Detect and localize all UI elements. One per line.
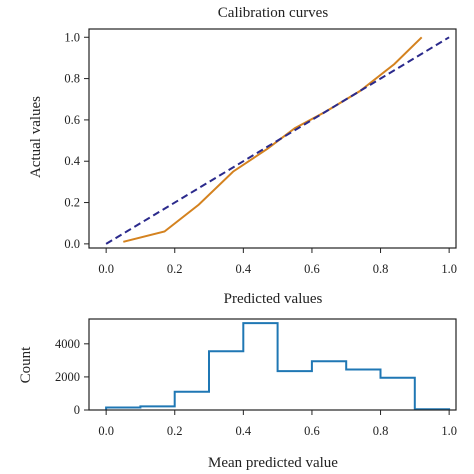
calibration-ytick-label: 0.2 [64, 196, 80, 210]
calibration-plot-frame [88, 28, 457, 249]
histogram-steps [105, 322, 451, 411]
histogram-xtick-label: 0.6 [304, 424, 320, 438]
calibration-xtick-label: 0.2 [167, 262, 183, 276]
perfect-calibration-line [105, 36, 450, 245]
histogram-ylabel: Count [18, 346, 34, 384]
calibration-xtick-label: 1.0 [441, 262, 457, 276]
calibration-xtick-label: 0.4 [236, 262, 252, 276]
histogram-xtick-label: 0.0 [98, 424, 114, 438]
histogram-panel: Count Mean predicted value 0.0 0.2 0.4 0.6 0… [18, 318, 457, 471]
calibration-xtick-label: 0.6 [304, 262, 320, 276]
histogram-step-line [105, 322, 451, 411]
calibration-ytick-label: 0.6 [64, 113, 80, 127]
histogram-xtick-label: 0.4 [236, 424, 252, 438]
model-calibration-line [123, 36, 423, 243]
calibration-curves-panel: Calibration curves Actual values Predict… [28, 5, 457, 307]
histogram-bin [278, 371, 312, 410]
histogram-ytick-label: 0 [74, 403, 80, 417]
calibration-ylabel: Actual values [28, 96, 44, 178]
calibration-title: Calibration curves [218, 5, 329, 21]
histogram-xtick-label: 0.8 [373, 424, 389, 438]
calibration-ytick-label: 0.0 [64, 237, 80, 251]
histogram-bin [312, 361, 346, 410]
calibration-xtick-label: 0.8 [373, 262, 389, 276]
calibration-xlabel: Predicted values [224, 291, 323, 307]
calibration-xtick-label: 0.0 [98, 262, 114, 276]
calibration-ytick-label: 0.4 [64, 154, 80, 168]
histogram-xtick-label: 0.2 [167, 424, 183, 438]
calibration-ticks: 0.0 0.2 0.4 0.6 0.8 1.0 0.0 0.2 0.4 0.6 0.8 1.0 [64, 30, 457, 276]
histogram-xtick-label: 1.0 [441, 424, 457, 438]
calibration-ytick-label: 1.0 [64, 30, 80, 44]
histogram-xlabel: Mean predicted value [208, 455, 338, 471]
histogram-plot-frame [88, 318, 457, 411]
histogram-bin [175, 392, 209, 410]
histogram-bin [381, 378, 415, 410]
histogram-bin [346, 369, 380, 410]
histogram-bin [209, 351, 243, 410]
histogram-ytick-label: 4000 [55, 337, 80, 351]
histogram-ticks: 0.0 0.2 0.4 0.6 0.8 1.0 0 2000 4000 [55, 337, 457, 438]
calibration-ytick-label: 0.8 [64, 72, 80, 86]
calibration-lines [105, 36, 450, 245]
histogram-ytick-label: 2000 [55, 370, 80, 384]
histogram-bin [243, 323, 277, 410]
